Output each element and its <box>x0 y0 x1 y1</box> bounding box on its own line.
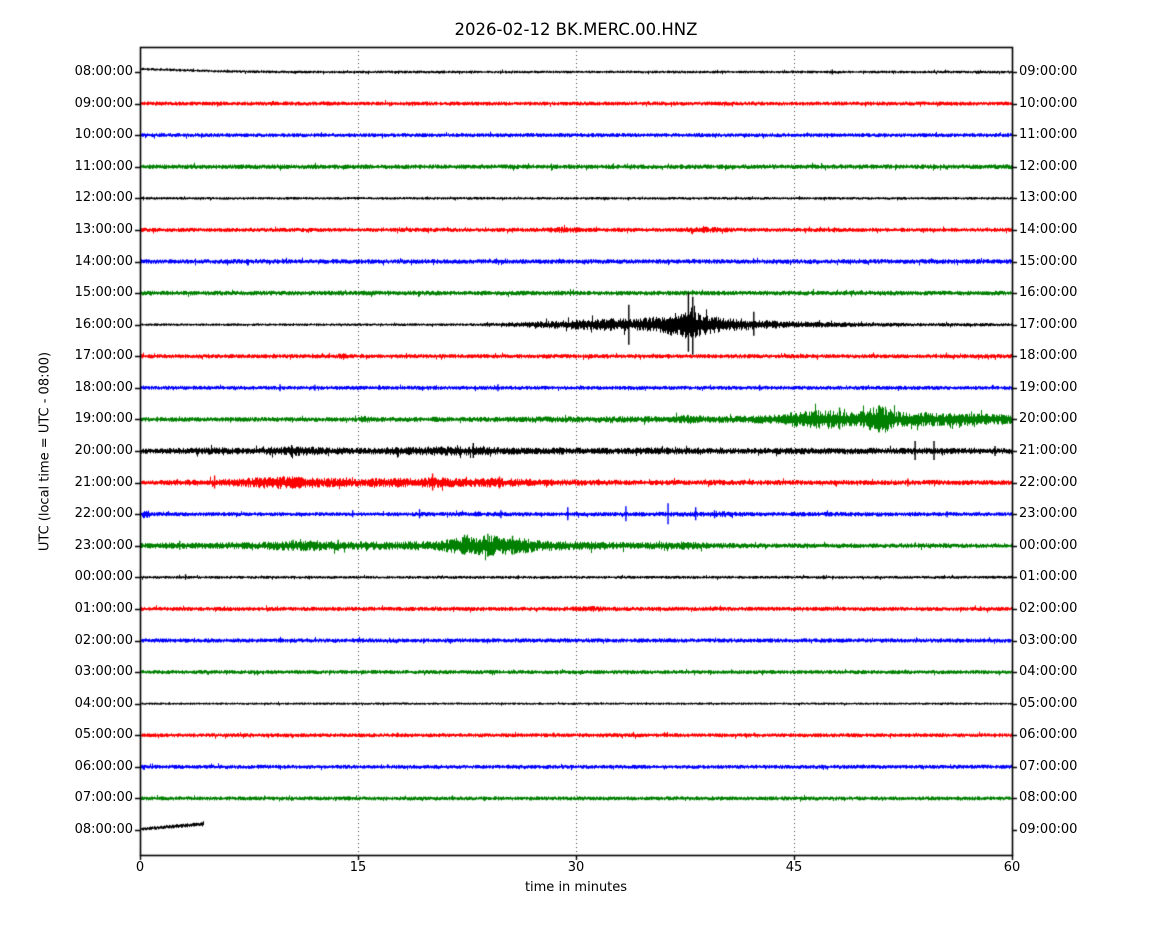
right-time-label: 12:00:00 <box>1019 158 1078 174</box>
left-time-label: 14:00:00 <box>74 253 133 269</box>
right-time-label: 00:00:00 <box>1019 537 1078 553</box>
right-time-label: 19:00:00 <box>1019 379 1078 395</box>
right-time-label: 02:00:00 <box>1019 600 1078 616</box>
right-time-label: 16:00:00 <box>1019 285 1078 301</box>
right-time-label: 18:00:00 <box>1019 348 1078 364</box>
x-tick-label: 30 <box>567 860 585 875</box>
left-time-label: 05:00:00 <box>74 727 133 743</box>
left-time-label: 02:00:00 <box>74 632 133 648</box>
right-time-label: 17:00:00 <box>1019 316 1078 332</box>
left-time-label: 01:00:00 <box>74 600 133 616</box>
x-tick-label: 60 <box>1003 860 1021 875</box>
left-time-label: 03:00:00 <box>74 664 133 680</box>
x-tick-label: 15 <box>349 860 367 875</box>
right-time-label: 01:00:00 <box>1019 569 1078 585</box>
left-time-label: 09:00:00 <box>74 95 133 111</box>
left-time-label: 22:00:00 <box>74 506 133 522</box>
x-tick-label: 0 <box>135 860 145 875</box>
right-time-label: 04:00:00 <box>1019 664 1078 680</box>
right-time-label: 07:00:00 <box>1019 758 1078 774</box>
right-time-label: 03:00:00 <box>1019 632 1078 648</box>
right-time-label: 23:00:00 <box>1019 506 1078 522</box>
left-time-label: 19:00:00 <box>74 411 133 427</box>
right-time-label: 09:00:00 <box>1019 822 1078 837</box>
chart-title: 2026-02-12 BK.MERC.00.HNZ <box>454 20 698 39</box>
left-time-label: 21:00:00 <box>74 474 133 490</box>
right-time-label: 11:00:00 <box>1019 127 1078 143</box>
right-time-label: 08:00:00 <box>1019 790 1078 806</box>
left-time-label: 10:00:00 <box>74 127 133 143</box>
right-time-label: 14:00:00 <box>1019 221 1078 237</box>
left-time-label: 18:00:00 <box>74 379 133 395</box>
left-time-label: 06:00:00 <box>74 758 133 774</box>
left-time-label: 20:00:00 <box>74 443 133 458</box>
right-time-label: 15:00:00 <box>1019 253 1078 269</box>
left-time-label: 04:00:00 <box>74 695 133 711</box>
left-time-label: 08:00:00 <box>74 822 133 837</box>
left-time-label: 16:00:00 <box>74 316 133 332</box>
right-time-label: 22:00:00 <box>1019 474 1078 490</box>
right-time-label: 13:00:00 <box>1019 190 1078 206</box>
left-time-label: 23:00:00 <box>74 537 133 553</box>
right-time-label: 20:00:00 <box>1019 411 1078 427</box>
right-time-label: 06:00:00 <box>1019 727 1078 743</box>
x-tick-label: 45 <box>785 860 803 875</box>
left-time-label: 17:00:00 <box>74 348 133 364</box>
left-time-label: 15:00:00 <box>74 285 133 301</box>
left-time-label: 12:00:00 <box>74 190 133 206</box>
right-time-label: 10:00:00 <box>1019 95 1078 111</box>
left-time-label: 13:00:00 <box>74 221 133 237</box>
right-time-label: 21:00:00 <box>1019 443 1078 458</box>
x-axis-label: time in minutes <box>524 880 628 895</box>
left-time-label: 11:00:00 <box>74 158 133 174</box>
left-time-label: 08:00:00 <box>74 64 133 79</box>
right-time-label: 09:00:00 <box>1019 64 1078 79</box>
left-time-label: 07:00:00 <box>74 790 133 806</box>
left-time-label: 00:00:00 <box>74 569 133 585</box>
right-time-label: 05:00:00 <box>1019 695 1078 711</box>
